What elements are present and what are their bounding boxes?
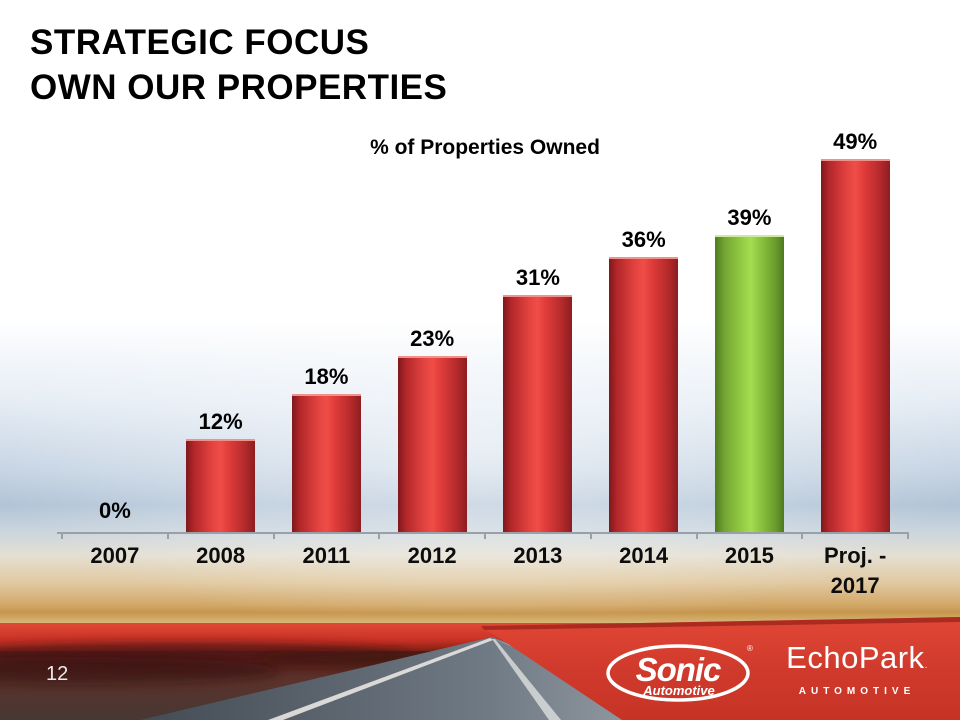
bar-value-label: 23% [410,325,455,351]
cloud-smear [0,657,280,685]
x-axis-tick [801,532,804,539]
bar-Proj- [820,159,890,532]
x-axis-category-label: Proj. - 2017 [823,543,887,598]
x-axis-category-label: 2008 [196,543,246,568]
echopark-name-text: EchoPark [786,640,925,675]
bar-2011 [291,393,361,532]
x-axis-tick [166,532,169,539]
bar-value-label: 0% [98,498,131,523]
bar-value-label: 12% [198,409,243,435]
sonic-wordmark: Sonic [636,651,721,688]
x-axis-tick [484,532,486,539]
bar-value-label: 18% [304,363,349,389]
road-sunset-illustration [0,613,960,720]
x-axis-tick [272,532,275,539]
road-edge-line-left [268,638,493,720]
x-axis-category-label: 2013 [513,543,563,568]
trademark-dot: . [924,660,928,671]
registered-mark-icon: ® [747,644,753,653]
echopark-wordmark: EchoPark. [772,641,942,683]
footer-road-image: 12 Sonic Automotive ® EchoPark. AUTOMOTI… [0,613,960,720]
x-axis-tick [378,532,381,539]
echopark-sub-label: AUTOMOTIVE [798,686,916,697]
x-axis-tick [907,532,909,539]
echopark-automotive-logo: EchoPark. AUTOMOTIVE [772,641,942,698]
x-axis-category-label: 2011 [302,543,351,568]
x-axis-category-label: 2015 [724,543,774,568]
bar-2014 [609,257,679,532]
bar-2015 [714,234,784,532]
bar-2012 [397,355,467,532]
x-axis-line [57,532,909,534]
page-number: 12 [46,663,69,685]
red-banner-top-edge [481,617,960,630]
bar-value-label: 49% [833,129,878,154]
bar-2008 [186,439,256,532]
sonic-automotive-logo: Sonic Automotive ® [606,644,753,702]
chart-plot-area: 0% 2007 12% 2008 18% 2011 23% 2012 31% 2013 36% 201… [57,120,909,598]
x-axis-category-label: 2012 [407,543,457,568]
sonic-sub-label: Automotive [642,683,715,698]
chart-title: % of Properties Owned [370,136,600,159]
road-surface [140,637,720,720]
road-lane-line [492,639,561,720]
x-axis-tick [61,532,63,539]
slide-title-line1: STRATEGIC FOCUS [30,23,370,62]
bar-value-label: 39% [727,204,772,230]
slide-title-line2: OWN OUR PROPERTIES [30,68,448,107]
slide-title: STRATEGIC FOCUS OWN OUR PROPERTIES [30,20,447,110]
x-axis-category-label: 2014 [619,543,669,568]
x-axis-category-label: 2007 [90,543,140,568]
sonic-oval [606,644,750,702]
bar-value-label: 31% [515,265,560,291]
bar-2013 [503,295,573,532]
x-axis-tick [695,532,698,539]
x-axis-tick [589,532,592,539]
red-banner [481,617,960,720]
bar-value-label: 36% [621,227,666,253]
